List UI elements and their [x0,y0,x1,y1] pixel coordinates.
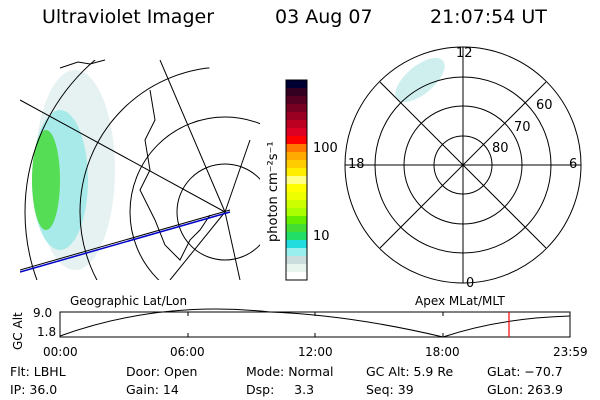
orbit-ylabel: GC Alt [11,312,25,350]
orbit-plot [59,308,571,338]
colorbar-swatch [286,88,307,97]
colorbar-swatch [286,224,307,233]
colorbar-swatch [286,152,307,161]
colorbar-frame [285,79,308,281]
time: 21:07:54 UT [430,6,547,28]
colorbar-swatch [286,256,307,265]
aurora-green [32,130,60,230]
colorbar-swatch [286,184,307,193]
instrument-title: Ultraviolet Imager [42,6,215,28]
xtick: 00:00 [43,345,78,359]
orbit-left-title: Geographic Lat/Lon [70,294,188,308]
glon: GLon: 263.9 [487,382,563,397]
colorbar-swatch [286,176,307,185]
colorbar-swatch [286,232,307,241]
colorbar-swatch [286,192,307,201]
colorbar-swatch [286,128,307,137]
glat: GLat: −70.7 [487,364,563,379]
xtick: 06:00 [170,345,205,359]
colorbar-tick-100: 100 [313,141,338,156]
xtick: 12:00 [298,345,333,359]
mlt-18: 18 [348,157,365,172]
orbit-ymax: 9.0 [33,306,53,320]
colorbar-tick-10: 10 [313,229,330,244]
colorbar-swatch [286,208,307,217]
mlt-6: 6 [569,157,578,172]
polar-grid [344,46,582,284]
colorbar-swatch [286,248,307,257]
colorbar-swatch [286,272,307,281]
colorbar-swatch [286,160,307,169]
mlt-12: 12 [456,46,473,61]
colorbar-swatch [286,216,307,225]
mlat-60: 60 [536,98,553,113]
colorbar-swatch [286,144,307,153]
colorbar-swatch [286,264,307,273]
mlat-70: 70 [514,120,531,135]
colorbar [285,79,308,281]
colorbar-swatch [286,80,307,89]
ip: IP: 36.0 [10,382,58,397]
seq: Seq: 39 [366,382,414,397]
colorbar-swatch [286,240,307,249]
colorbar-swatch [286,120,307,129]
mlt-0: 0 [466,276,475,291]
mlat-80: 80 [492,141,509,156]
date: 03 Aug 07 [275,6,373,28]
colorbar-swatch [286,168,307,177]
gc-alt: GC Alt: 5.9 Re [366,364,454,379]
mode: Mode: Normal [246,364,334,379]
orbit-ymin: 1.8 [37,325,57,339]
xtick: 23:59 [553,345,588,359]
geographic-map [20,59,260,280]
filter: Flt: LBHL [10,364,66,379]
door: Door: Open [126,364,198,379]
colorbar-swatch [286,112,307,121]
colorbar-swatch [286,136,307,145]
colorbar-label: photon cm⁻²s⁻¹ [266,141,281,242]
orbit-right-title: Apex MLat/MLT [415,294,505,308]
colorbar-swatch [286,200,307,209]
colorbar-swatch [286,104,307,113]
xtick: 18:00 [425,345,460,359]
gain: Gain: 14 [126,382,179,397]
dsp: Dsp: 3.3 [246,382,315,397]
colorbar-swatch [286,96,307,105]
